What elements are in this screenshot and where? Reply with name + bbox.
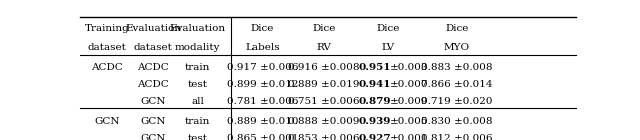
Text: 0.917 ±0.006: 0.917 ±0.006 — [227, 63, 298, 72]
Text: 0.853 ±0.006: 0.853 ±0.006 — [288, 134, 360, 140]
Text: Training: Training — [85, 24, 130, 33]
Text: 0.951: 0.951 — [359, 63, 392, 72]
Text: MYO: MYO — [444, 43, 470, 52]
Text: 0.866 ±0.014: 0.866 ±0.014 — [421, 80, 493, 89]
Text: 0.812 ±0.006: 0.812 ±0.006 — [421, 134, 493, 140]
Text: Dice: Dice — [445, 24, 468, 33]
Text: 0.888 ±0.009: 0.888 ±0.009 — [288, 116, 360, 126]
Text: GCN: GCN — [141, 97, 166, 106]
Text: Evaluation: Evaluation — [125, 24, 182, 33]
Text: 0.781 ±0.006: 0.781 ±0.006 — [227, 97, 298, 106]
Text: LV: LV — [382, 43, 395, 52]
Text: ±0.009: ±0.009 — [390, 97, 429, 106]
Text: dataset: dataset — [88, 43, 127, 52]
Text: 0.889 ±0.010: 0.889 ±0.010 — [227, 116, 298, 126]
Text: test: test — [188, 80, 207, 89]
Text: ±0.007: ±0.007 — [390, 80, 429, 89]
Text: Labels: Labels — [245, 43, 280, 52]
Text: GCN: GCN — [141, 116, 166, 126]
Text: RV: RV — [317, 43, 332, 52]
Text: Dice: Dice — [251, 24, 274, 33]
Text: 0.941: 0.941 — [359, 80, 392, 89]
Text: 0.927: 0.927 — [359, 134, 392, 140]
Text: 0.865 ±0.001: 0.865 ±0.001 — [227, 134, 298, 140]
Text: 0.939: 0.939 — [359, 116, 391, 126]
Text: 0.830 ±0.008: 0.830 ±0.008 — [421, 116, 493, 126]
Text: ±0.005: ±0.005 — [390, 116, 429, 126]
Text: train: train — [185, 63, 210, 72]
Text: test: test — [188, 134, 207, 140]
Text: Evaluation: Evaluation — [170, 24, 226, 33]
Text: 0.883 ±0.008: 0.883 ±0.008 — [421, 63, 493, 72]
Text: GCN: GCN — [141, 134, 166, 140]
Text: ±0.001: ±0.001 — [390, 134, 429, 140]
Text: GCN: GCN — [95, 116, 120, 126]
Text: 0.899 ±0.012: 0.899 ±0.012 — [227, 80, 298, 89]
Text: dataset: dataset — [134, 43, 173, 52]
Text: Dice: Dice — [312, 24, 336, 33]
Text: ±0.003: ±0.003 — [390, 63, 429, 72]
Text: 0.879: 0.879 — [359, 97, 392, 106]
Text: ACDC: ACDC — [138, 80, 170, 89]
Text: all: all — [191, 97, 204, 106]
Text: 0.889 ±0.019: 0.889 ±0.019 — [288, 80, 360, 89]
Text: modality: modality — [175, 43, 220, 52]
Text: ACDC: ACDC — [92, 63, 123, 72]
Text: ACDC: ACDC — [138, 63, 170, 72]
Text: 0.916 ±0.008: 0.916 ±0.008 — [288, 63, 360, 72]
Text: Dice: Dice — [377, 24, 400, 33]
Text: 0.719 ±0.020: 0.719 ±0.020 — [421, 97, 493, 106]
Text: 0.751 ±0.006: 0.751 ±0.006 — [288, 97, 360, 106]
Text: train: train — [185, 116, 210, 126]
